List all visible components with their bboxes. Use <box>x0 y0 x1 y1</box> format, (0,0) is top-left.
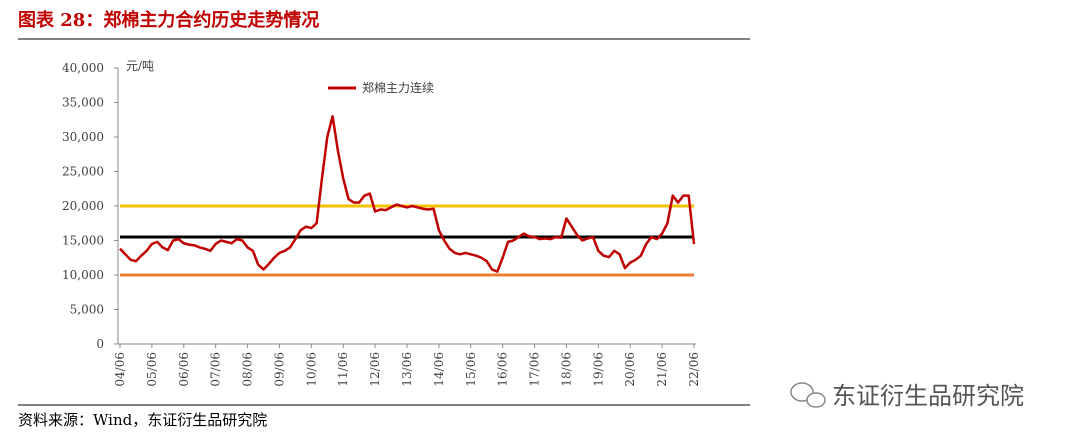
x-tick-label: 17/06 <box>528 352 542 387</box>
x-tick-label: 05/06 <box>145 352 159 387</box>
x-tick-label: 13/06 <box>400 352 414 387</box>
x-tick-label: 16/06 <box>496 352 510 387</box>
x-tick-label: 20/06 <box>623 352 637 387</box>
y-tick-label: 5,000 <box>70 303 104 317</box>
y-tick-label: 30,000 <box>62 130 104 144</box>
watermark: 东证衍生品研究院 <box>832 382 1024 410</box>
chart-title: 图表 28：郑棉主力合约历史走势情况 <box>18 9 319 31</box>
y-tick-label: 35,000 <box>62 96 104 110</box>
x-tick-label: 18/06 <box>559 352 573 387</box>
watermark-icon <box>790 382 826 408</box>
x-tick-label: 08/06 <box>241 352 255 387</box>
x-tick-label: 09/06 <box>272 352 286 387</box>
series-line <box>119 115 696 273</box>
y-tick-label: 20,000 <box>62 199 104 213</box>
x-tick-label: 06/06 <box>177 352 191 387</box>
source: 资料来源：Wind，东证衍生品研究院 <box>18 411 267 429</box>
x-tick-label: 12/06 <box>368 352 382 387</box>
y-tick-label: 25,000 <box>62 165 104 179</box>
y-tick-label: 0 <box>96 337 104 351</box>
x-tick-label: 11/06 <box>336 352 350 387</box>
y-tick-label: 10,000 <box>62 268 104 282</box>
x-tick-label: 14/06 <box>432 352 446 387</box>
x-tick-label: 10/06 <box>304 352 318 387</box>
y-unit: 元/吨 <box>126 59 154 73</box>
x-tick-label: 07/06 <box>209 352 223 387</box>
x-tick-label: 19/06 <box>591 352 605 387</box>
x-tick-label: 04/06 <box>113 352 127 387</box>
y-tick-label: 40,000 <box>62 61 104 75</box>
x-tick-label: 21/06 <box>655 352 669 387</box>
y-tick-label: 15,000 <box>62 234 104 248</box>
legend-label: 郑棉主力连续 <box>362 80 434 95</box>
x-tick-label: 15/06 <box>464 352 478 387</box>
x-tick-label: 22/06 <box>687 352 701 387</box>
